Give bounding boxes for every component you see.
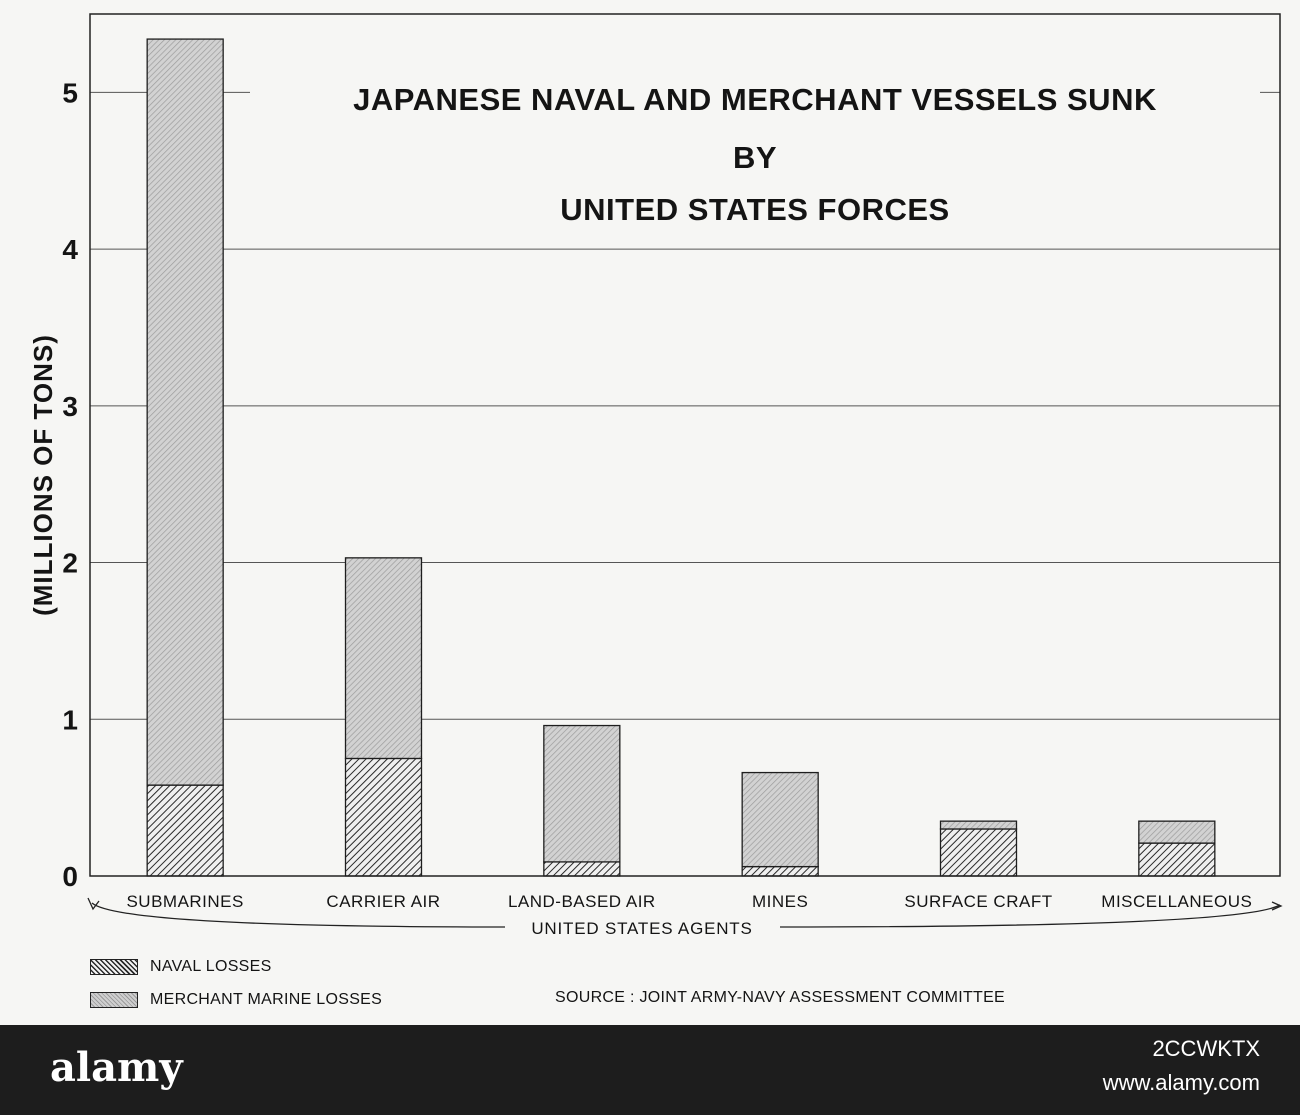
legend-swatch-naval bbox=[90, 959, 138, 975]
watermark-bar bbox=[0, 1025, 1300, 1115]
labels: 0 1 2 3 4 5 SUBMARINES CARRIER AIR LAND-BASED AI… bbox=[28, 77, 1252, 938]
chart-svg: 0 1 2 3 4 5 SUBMARINES CARRIER AIR LAND-BASED AI… bbox=[28, 13, 1283, 938]
y-tick-label: 2 bbox=[62, 548, 78, 579]
watermark-image-id: 2CCWKTX bbox=[1152, 1036, 1260, 1061]
y-tick-label: 1 bbox=[62, 704, 78, 735]
bar-naval-5 bbox=[1138, 842, 1216, 877]
y-tick-label: 3 bbox=[62, 391, 78, 422]
x-axis-bracket-right bbox=[779, 904, 1281, 928]
axes bbox=[87, 13, 1283, 928]
x-tick-label: SURFACE CRAFT bbox=[904, 892, 1052, 911]
chart-title-line-3: UNITED STATES FORCES bbox=[250, 192, 1260, 228]
bar-merchant-0 bbox=[146, 38, 224, 786]
x-tick-label: LAND-BASED AIR bbox=[508, 892, 656, 911]
y-tick-label: 5 bbox=[62, 77, 78, 108]
x-tick-label: SUBMARINES bbox=[126, 892, 243, 911]
bar-naval-2 bbox=[543, 861, 621, 877]
arrow-right-icon bbox=[1271, 901, 1283, 911]
source-note: SOURCE : JOINT ARMY-NAVY ASSESSMENT COMM… bbox=[555, 989, 1006, 1006]
y-tick-label: 0 bbox=[62, 861, 78, 892]
legend-label-naval: NAVAL LOSSES bbox=[150, 958, 272, 975]
legend-item-merchant: MERCHANT MARINE LOSSES bbox=[90, 989, 382, 1011]
chart-title-line-2: BY bbox=[250, 140, 1260, 176]
legend-item-naval: NAVAL LOSSES bbox=[90, 956, 272, 978]
x-axis-title: UNITED STATES AGENTS bbox=[531, 919, 752, 938]
arrow-left-icon bbox=[87, 897, 100, 911]
x-axis-bracket-left bbox=[91, 902, 506, 928]
legend-label-merchant: MERCHANT MARINE LOSSES bbox=[150, 991, 383, 1008]
watermark-logo: alamy bbox=[50, 1044, 183, 1091]
chart-area: 0 1 2 3 4 5 SUBMARINES CARRIER AIR LAND-BASED AI… bbox=[0, 0, 1300, 1025]
bar-merchant-1 bbox=[344, 557, 423, 760]
x-tick-label: MINES bbox=[752, 892, 808, 911]
bar-naval-0 bbox=[146, 784, 224, 877]
y-axis-title: (MILLIONS OF TONS) bbox=[28, 334, 58, 616]
x-tick-label: CARRIER AIR bbox=[326, 892, 440, 911]
bar-naval-1 bbox=[344, 757, 423, 877]
x-tick-label: MISCELLANEOUS bbox=[1101, 892, 1252, 911]
bar-merchant-5 bbox=[1138, 820, 1216, 844]
bar-merchant-4 bbox=[939, 820, 1018, 830]
bar-naval-4 bbox=[939, 828, 1018, 877]
plot-frame bbox=[89, 13, 1281, 877]
bars bbox=[146, 38, 1216, 877]
legend-swatch-merchant bbox=[90, 992, 138, 1008]
bar-merchant-2 bbox=[543, 724, 621, 863]
bar-naval-3 bbox=[741, 865, 819, 877]
chart-title-line-1: JAPANESE NAVAL AND MERCHANT VESSELS SUNK bbox=[250, 82, 1260, 118]
bar-merchant-3 bbox=[741, 771, 819, 868]
watermark-url: www.alamy.com bbox=[1102, 1070, 1260, 1095]
y-tick-label: 4 bbox=[62, 234, 78, 265]
grid-lines bbox=[90, 91, 1280, 720]
